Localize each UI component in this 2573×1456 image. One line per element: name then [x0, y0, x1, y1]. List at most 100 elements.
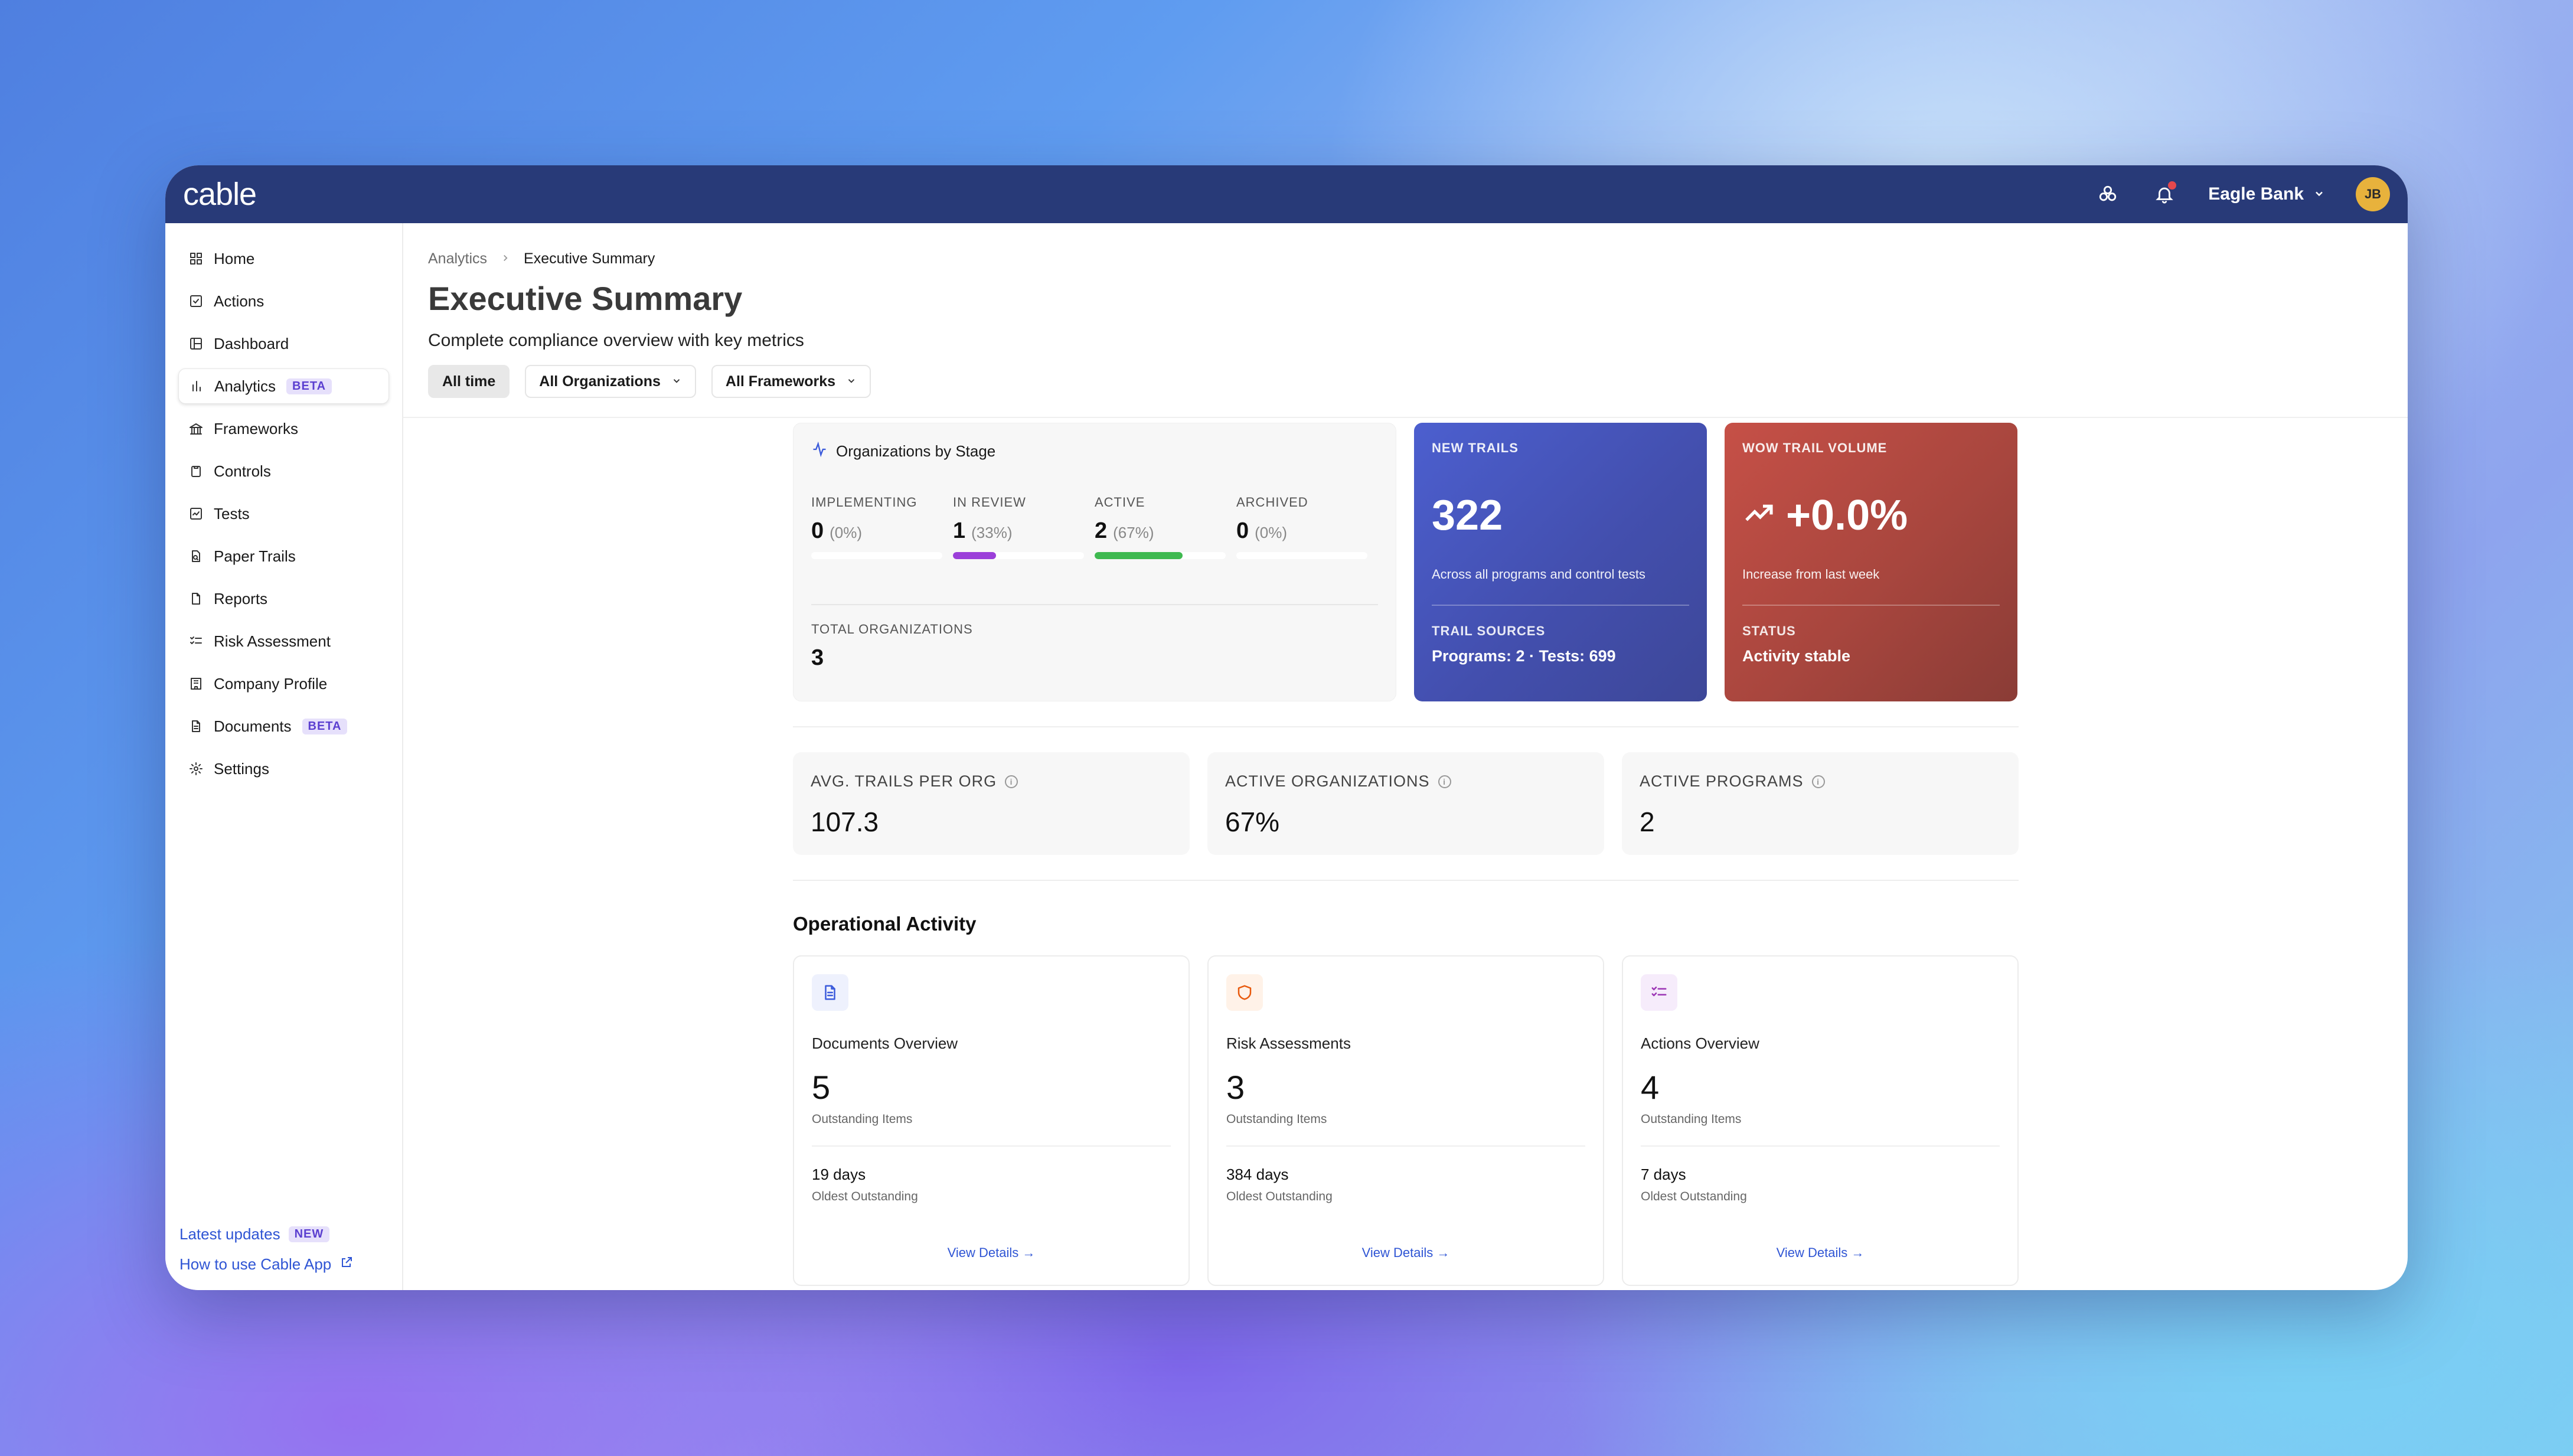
org-switcher[interactable]: Eagle Bank: [2208, 184, 2325, 204]
main-content: Analytics Executive Summary Executive Su…: [403, 223, 2408, 1290]
chevron-down-icon: [671, 373, 682, 390]
file-search-icon: [189, 549, 203, 563]
total-organizations-value: 3: [811, 645, 824, 670]
trail-sources-value: Programs: 2 · Tests: 699: [1432, 647, 1616, 665]
organization-filter-label: All Organizations: [539, 373, 661, 390]
beta-badge: BETA: [302, 718, 348, 734]
notification-dot: [2168, 181, 2177, 190]
divider: [1742, 605, 2000, 606]
landmark-icon: [189, 422, 203, 436]
stage-progress-bar: [811, 552, 942, 559]
view-details-link[interactable]: View Details →: [947, 1245, 1036, 1260]
sidebar-item-paper-trails[interactable]: Paper Trails: [178, 538, 389, 574]
new-badge: NEW: [288, 1226, 330, 1242]
sidebar-item-settings[interactable]: Settings: [178, 751, 389, 786]
stage-progress-bar: [953, 552, 1084, 559]
info-icon[interactable]: i: [1811, 775, 1825, 788]
sidebar-item-tests[interactable]: Tests: [178, 496, 389, 531]
avatar[interactable]: JB: [2356, 177, 2390, 211]
checkbox-icon: [189, 294, 203, 308]
metric-card-active-organizations: ACTIVE ORGANIZATIONS i 67%: [1207, 752, 1604, 855]
outstanding-label: Outstanding Items: [812, 1112, 913, 1126]
framework-filter-label: All Frameworks: [725, 373, 836, 390]
sidebar-item-label: Paper Trails: [214, 547, 296, 565]
sidebar-nav: Home Actions Dashboard Analytics BETA Framewo…: [178, 241, 389, 786]
sidebar-item-label: Documents: [214, 717, 292, 735]
sidebar-item-documents[interactable]: Documents BETA: [178, 709, 389, 744]
view-details-link[interactable]: View Details →: [1361, 1245, 1450, 1260]
page-header: Analytics Executive Summary Executive Su…: [403, 223, 2408, 418]
stage-label: ACTIVE: [1095, 495, 1145, 510]
operational-cards: Documents Overview 5 Outstanding Items 19 d…: [793, 955, 2019, 1286]
organization-filter[interactable]: All Organizations: [525, 365, 696, 398]
sidebar-item-controls[interactable]: Controls: [178, 453, 389, 489]
time-filter[interactable]: All time: [428, 365, 510, 398]
wow-trail-volume-card: WOW TRAIL VOLUME +0.0% Increase from las…: [1725, 423, 2017, 701]
layout-icon: [189, 337, 203, 351]
sidebar-item-risk-assessment[interactable]: Risk Assessment: [178, 623, 389, 659]
stage-label: IMPLEMENTING: [811, 495, 917, 510]
sidebar-item-actions[interactable]: Actions: [178, 283, 389, 319]
metric-value: 67%: [1225, 807, 1280, 837]
bell-icon[interactable]: [2151, 181, 2177, 207]
stage-value: 0 (0%): [811, 518, 953, 544]
outstanding-count: 5: [812, 1069, 831, 1106]
sidebar-item-label: Company Profile: [214, 674, 328, 693]
info-icon[interactable]: i: [1438, 775, 1451, 788]
operational-card-actions-overview: Actions Overview 4 Outstanding Items 7 days…: [1622, 955, 2019, 1286]
chevron-right-icon: [500, 250, 511, 267]
breadcrumb-analytics[interactable]: Analytics: [428, 250, 488, 267]
new-trails-value: 322: [1432, 491, 1689, 540]
stage-in-review: IN REVIEW 1 (33%): [953, 495, 1095, 559]
latest-updates-label: Latest updates: [179, 1225, 280, 1243]
sidebar-item-dashboard[interactable]: Dashboard: [178, 326, 389, 361]
sidebar-item-analytics[interactable]: Analytics BETA: [178, 368, 389, 404]
oldest-outstanding-label: Oldest Outstanding: [812, 1190, 918, 1203]
sidebar-item-label: Frameworks: [214, 419, 299, 438]
stage-label: ARCHIVED: [1236, 495, 1308, 510]
sidebar-item-label: Settings: [214, 759, 269, 778]
framework-filter[interactable]: All Frameworks: [711, 365, 871, 398]
how-to-link[interactable]: How to use Cable App: [179, 1255, 354, 1274]
building-icon: [189, 677, 203, 691]
how-to-label: How to use Cable App: [179, 1255, 332, 1273]
metric-value: 2: [1640, 807, 1655, 837]
operational-card-documents-overview: Documents Overview 5 Outstanding Items 19 d…: [793, 955, 1190, 1286]
sidebar-item-frameworks[interactable]: Frameworks: [178, 411, 389, 446]
stage-count: 1: [953, 518, 966, 543]
operational-activity-title: Operational Activity: [793, 913, 977, 935]
latest-updates-link[interactable]: Latest updates NEW: [179, 1225, 354, 1243]
stage-percent: (0%): [830, 524, 863, 541]
divider: [793, 880, 2019, 881]
chevron-down-icon: [846, 373, 857, 390]
metric-card-active-programs: ACTIVE PROGRAMS i 2: [1622, 752, 2019, 855]
stage-card-title: Organizations by Stage: [836, 442, 996, 460]
sidebar-item-label: Risk Assessment: [214, 632, 331, 650]
stage-active: ACTIVE 2 (67%): [1095, 495, 1236, 559]
page-subtitle: Complete compliance overview with key me…: [428, 331, 804, 350]
top-bar: cable Eagle Bank JB: [165, 165, 2408, 223]
operational-card-title: Documents Overview: [812, 1034, 958, 1052]
sidebar-item-company-profile[interactable]: Company Profile: [178, 666, 389, 701]
clipboard-icon: [189, 464, 203, 478]
sidebar: Home Actions Dashboard Analytics BETA Framewo…: [165, 223, 403, 1290]
divider: [793, 726, 2019, 727]
sidebar-item-label: Dashboard: [214, 334, 289, 352]
integrations-icon[interactable]: [2095, 181, 2121, 207]
new-trails-desc: Across all programs and control tests: [1432, 567, 1645, 582]
breadcrumb-current: Executive Summary: [524, 250, 655, 267]
outstanding-count: 4: [1641, 1069, 1660, 1106]
shield-icon: [1226, 974, 1263, 1011]
divider: [812, 1145, 1171, 1147]
info-icon[interactable]: i: [1005, 775, 1018, 788]
stage-value: 1 (33%): [953, 518, 1095, 544]
stage-progress-fill: [1095, 552, 1183, 559]
stage-value: 0 (0%): [1236, 518, 1378, 544]
sidebar-item-reports[interactable]: Reports: [178, 581, 389, 616]
cable-logo[interactable]: cable: [183, 177, 257, 212]
metric-card-avg-trails-per-org: AVG. TRAILS PER ORG i 107.3: [793, 752, 1190, 855]
sidebar-item-home[interactable]: Home: [178, 241, 389, 276]
stage-percent: (0%): [1255, 524, 1288, 541]
total-organizations-label: TOTAL ORGANIZATIONS: [811, 622, 973, 636]
view-details-link[interactable]: View Details →: [1776, 1245, 1865, 1260]
